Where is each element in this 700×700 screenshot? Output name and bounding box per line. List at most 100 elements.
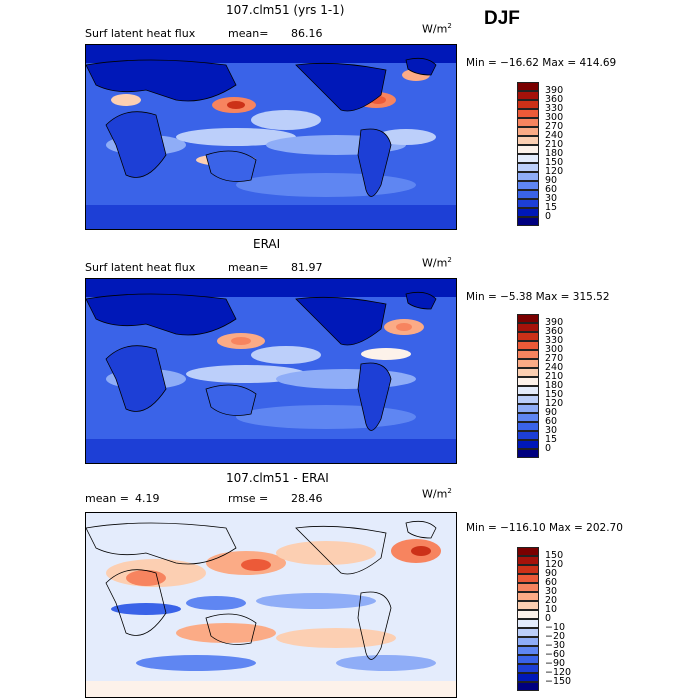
panel-3-map [85,512,457,698]
colorbar-label: −10 [545,622,566,633]
colorbar-swatch [517,574,539,583]
colorbar-swatch [517,547,539,556]
colorbar-label: 270 [545,353,564,364]
colorbar-swatch [517,628,539,637]
season-label: DJF [484,8,520,29]
colorbar-swatch [517,109,539,118]
colorbar-swatch [517,449,539,458]
colorbar-swatch [517,431,539,440]
panel-1-map [85,44,457,230]
colorbar-swatch [517,440,539,449]
panel-2-mean-value: 81.97 [291,261,323,274]
colorbar-label: 360 [545,326,564,337]
colorbar-swatch [517,377,539,386]
panel-3-units: W/m2 [422,487,452,501]
colorbar-label: 150 [545,550,564,561]
colorbar-label: 30 [545,193,558,204]
colorbar-swatch [517,82,539,91]
colorbar-swatch [517,217,539,226]
colorbar-label: 90 [545,407,558,418]
panel-3-mean-label: mean = [85,492,129,505]
colorbar-swatch [517,350,539,359]
colorbar-swatch [517,323,539,332]
colorbar-label: 240 [545,362,564,373]
colorbar-label: 120 [545,559,564,570]
panel-1-title: 107.clm51 (yrs 1-1) [226,3,345,17]
colorbar-swatch [517,601,539,610]
colorbar-swatch [517,208,539,217]
panel-3-mean-value: 4.19 [135,492,160,505]
panel-3-rmse-value: 28.46 [291,492,323,505]
panel-2-title: ERAI [253,237,281,251]
colorbar-swatch [517,359,539,368]
colorbar-swatch [517,172,539,181]
colorbar-swatch [517,154,539,163]
colorbar-label: 60 [545,184,558,195]
colorbar-label: 210 [545,139,564,150]
colorbar-label: 390 [545,317,564,328]
colorbar-swatch [517,136,539,145]
colorbar-swatch [517,332,539,341]
panel-2-variable-label: Surf latent heat flux [85,261,196,274]
panel-1-minmax: Min = −16.62 Max = 414.69 [466,57,617,69]
colorbar-label: 90 [545,568,558,579]
colorbar-swatch [517,565,539,574]
colorbar-label: 60 [545,577,558,588]
colorbar-swatch [517,664,539,673]
colorbar-swatch [517,637,539,646]
colorbar-label: 90 [545,175,558,186]
colorbar-label: 270 [545,121,564,132]
panel-3-rmse-label: rmse = [228,492,269,505]
panel-2-minmax: Min = −5.38 Max = 315.52 [466,291,610,303]
colorbar-swatch [517,91,539,100]
colorbar-swatch [517,422,539,431]
colorbar-label: −30 [545,640,566,651]
colorbar-swatch [517,199,539,208]
colorbar-label: 330 [545,335,564,346]
colorbar-label: 120 [545,166,564,177]
colorbar-label: 330 [545,103,564,114]
colorbar-swatch [517,646,539,655]
colorbar-swatch [517,413,539,422]
colorbar-label: 10 [545,604,558,615]
colorbar-swatch [517,163,539,172]
colorbar-label: 0 [545,443,552,454]
colorbar-label: 30 [545,425,558,436]
colorbar-swatch [517,100,539,109]
colorbar-label: 240 [545,130,564,141]
panel-1-mean-value: 86.16 [291,27,323,40]
colorbar-swatch [517,368,539,377]
panel-2-units: W/m2 [422,256,452,270]
colorbar-label: 0 [545,613,552,624]
colorbar-label: 60 [545,416,558,427]
colorbar-swatch [517,610,539,619]
colorbar-label: 0 [545,211,552,222]
colorbar-swatch [517,145,539,154]
colorbar-swatch [517,583,539,592]
colorbar-label: 360 [545,94,564,105]
colorbar-swatch [517,404,539,413]
colorbar-label: 150 [545,389,564,400]
colorbar-label: 150 [545,157,564,168]
colorbar-label: −150 [545,676,572,687]
colorbar-label: 180 [545,148,564,159]
panel-1-variable-label: Surf latent heat flux [85,27,196,40]
colorbar-swatch [517,341,539,350]
colorbar-label: −60 [545,649,566,660]
colorbar-label: 210 [545,371,564,382]
colorbar-label: 15 [545,434,558,445]
colorbar-swatch [517,314,539,323]
colorbar-swatch [517,673,539,682]
colorbar-label: 180 [545,380,564,391]
colorbar-label: 15 [545,202,558,213]
colorbar-swatch [517,395,539,404]
colorbar-swatch [517,190,539,199]
colorbar-label: −120 [545,667,572,678]
colorbar-swatch [517,118,539,127]
panel-2-mean-label: mean= [228,261,269,274]
panel-2-map [85,278,457,464]
colorbar-swatch [517,682,539,691]
colorbar-swatch [517,127,539,136]
colorbar-label: 300 [545,112,564,123]
colorbar-swatch [517,556,539,565]
